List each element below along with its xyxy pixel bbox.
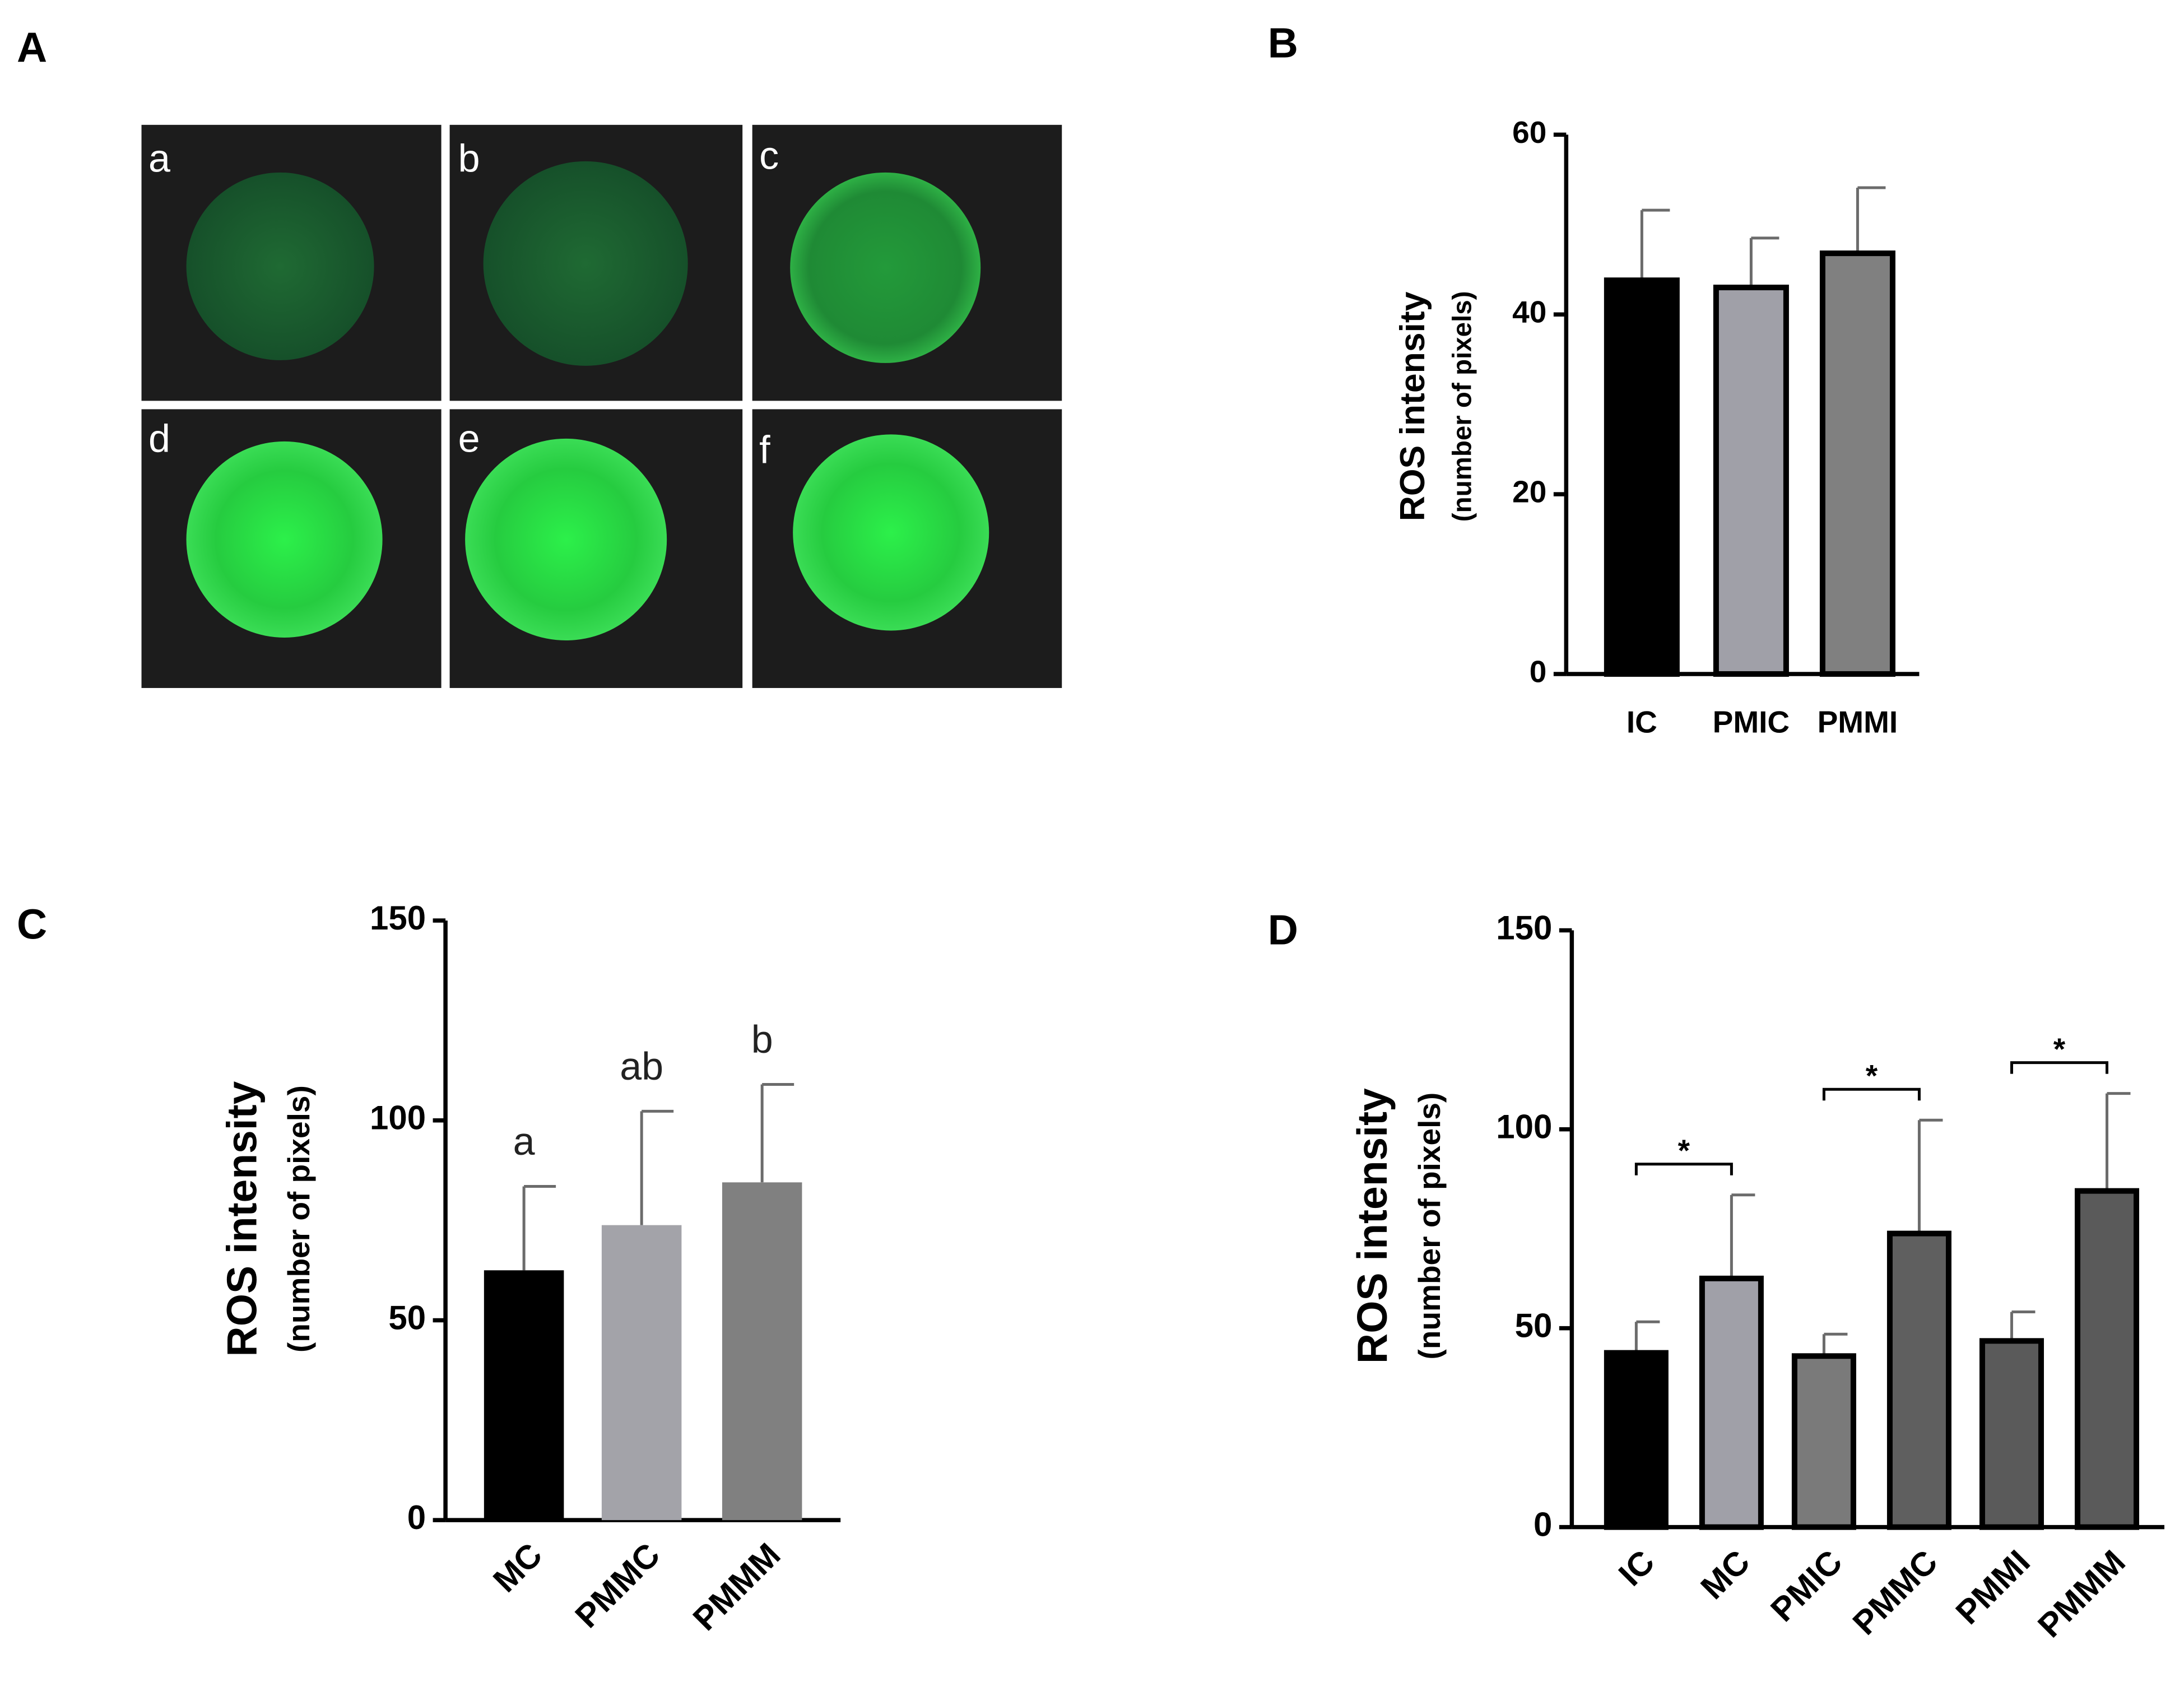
y-tick-label: 100 [1496, 1108, 1552, 1145]
bar [1791, 1353, 1856, 1530]
y-axis-label-sub: (number of pixels) [1447, 291, 1477, 522]
significance-letter: b [751, 1017, 773, 1061]
x-tick-label: IC [1611, 1543, 1662, 1593]
bracket-label: * [2053, 1031, 2066, 1066]
micrograph-label: e [458, 416, 480, 460]
x-tick-label: PMMI [1949, 1543, 2037, 1632]
oocyte [465, 438, 667, 640]
oocyte [186, 172, 374, 360]
y-tick-label: 40 [1512, 295, 1546, 329]
y-tick-label: 0 [1530, 654, 1547, 689]
y-tick-label: 60 [1512, 115, 1546, 150]
micrograph-label: d [148, 416, 170, 460]
x-tick-label: IC [1627, 705, 1657, 740]
significance-letter: ab [620, 1044, 663, 1088]
y-tick-label: 100 [370, 1099, 426, 1137]
panel-label: C [17, 900, 47, 947]
y-axis-label: ROS intensity [218, 1081, 265, 1356]
micrograph-label: f [759, 427, 770, 471]
significance-letter: a [513, 1119, 535, 1163]
x-tick-label: PMMC [1846, 1543, 1945, 1642]
micrograph-label: a [148, 136, 170, 180]
oocyte [186, 441, 383, 638]
bracket [2010, 1061, 2108, 1074]
bar [1979, 1338, 2044, 1530]
micrograph-label: c [759, 133, 779, 177]
panel-label: D [1268, 906, 1298, 953]
micrograph-grid: a b c d e f [141, 124, 1062, 688]
y-tick-label: 0 [1534, 1505, 1552, 1543]
bracket [1634, 1163, 1733, 1175]
bar [601, 1225, 682, 1521]
x-tick-label: PMMC [568, 1536, 667, 1635]
x-tick-label: MC [486, 1536, 549, 1599]
y-tick-label: 150 [1496, 909, 1552, 946]
y-axis-label-sub: (number of pixels) [1412, 1093, 1447, 1360]
bar [1699, 1275, 1764, 1530]
bar [1819, 250, 1895, 677]
x-tick-label: PMIC [1713, 705, 1790, 740]
y-tick-label: 50 [1515, 1307, 1553, 1344]
panel-label: B [1268, 20, 1298, 67]
oocyte [793, 434, 989, 631]
bar [1604, 1350, 1669, 1530]
y-axis-label: ROS intensity [1393, 291, 1432, 521]
oocyte [483, 161, 688, 366]
bracket-label: * [1678, 1133, 1690, 1168]
bracket-label: * [1866, 1058, 1878, 1093]
micrograph-label: b [458, 136, 480, 180]
x-tick-label: MC [1693, 1543, 1757, 1606]
bar [722, 1182, 802, 1521]
y-axis-label: ROS intensity [1349, 1088, 1396, 1364]
bar [1886, 1230, 1951, 1530]
bar [2074, 1188, 2139, 1530]
y-tick-label: 50 [388, 1299, 426, 1336]
y-tick-label: 0 [407, 1499, 426, 1536]
x-tick-label: PMMI [1818, 705, 1898, 740]
bar [1713, 285, 1789, 677]
x-tick-label: PMMM [686, 1536, 788, 1638]
y-tick-label: 150 [370, 899, 426, 937]
y-axis-label-sub: (number of pixels) [281, 1085, 316, 1353]
bar [1604, 277, 1680, 677]
panel-label: A [17, 24, 47, 71]
bar [484, 1270, 564, 1521]
y-tick-label: 20 [1512, 475, 1546, 509]
oocyte [790, 172, 981, 363]
x-tick-label: PMIC [1763, 1543, 1849, 1629]
bracket [1822, 1087, 1921, 1101]
x-tick-label: PMMM [2030, 1543, 2132, 1645]
